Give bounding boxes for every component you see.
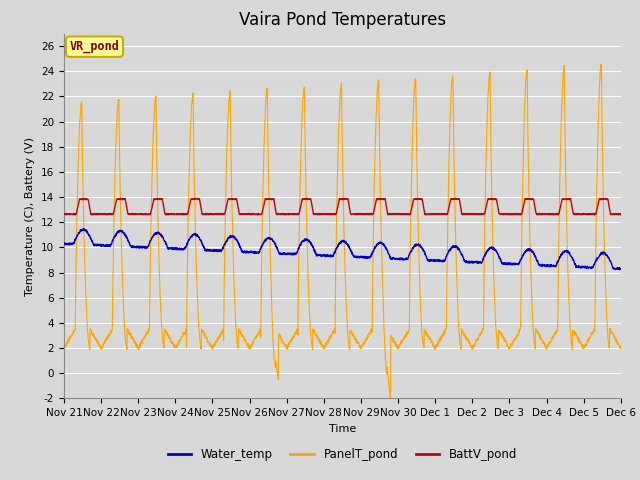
PanelT_pond <box>617 344 625 350</box>
Line: Water_temp: Water_temp <box>64 228 621 269</box>
Water_temp <box>60 240 68 246</box>
Water_temp <box>617 266 625 272</box>
PanelT_pond <box>371 172 378 178</box>
BattV_pond <box>617 212 625 217</box>
BattV_pond <box>568 204 576 210</box>
PanelT_pond <box>584 338 591 344</box>
Water_temp <box>79 226 87 231</box>
BattV_pond <box>359 211 367 216</box>
Water_temp <box>371 245 379 251</box>
BattV_pond <box>584 211 591 217</box>
PanelT_pond <box>60 347 68 353</box>
BattV_pond <box>384 212 392 217</box>
Line: BattV_pond: BattV_pond <box>64 198 621 215</box>
BattV_pond <box>371 204 379 210</box>
PanelT_pond <box>504 344 512 349</box>
Legend: Water_temp, PanelT_pond, BattV_pond: Water_temp, PanelT_pond, BattV_pond <box>163 443 522 466</box>
PanelT_pond <box>387 397 394 403</box>
BattV_pond <box>216 212 223 217</box>
Title: Vaira Pond Temperatures: Vaira Pond Temperatures <box>239 11 446 29</box>
BattV_pond <box>193 195 200 201</box>
X-axis label: Time: Time <box>329 424 356 433</box>
Text: VR_pond: VR_pond <box>70 40 120 53</box>
Water_temp <box>584 264 591 269</box>
PanelT_pond <box>597 61 605 67</box>
Water_temp <box>616 266 623 272</box>
Water_temp <box>568 255 575 261</box>
PanelT_pond <box>216 334 223 339</box>
Water_temp <box>504 262 512 267</box>
Water_temp <box>216 248 223 254</box>
Line: PanelT_pond: PanelT_pond <box>64 64 621 400</box>
BattV_pond <box>505 212 513 217</box>
Water_temp <box>359 253 367 259</box>
PanelT_pond <box>568 343 575 348</box>
BattV_pond <box>60 211 68 217</box>
Y-axis label: Temperature (C), Battery (V): Temperature (C), Battery (V) <box>26 136 35 296</box>
PanelT_pond <box>358 341 366 347</box>
